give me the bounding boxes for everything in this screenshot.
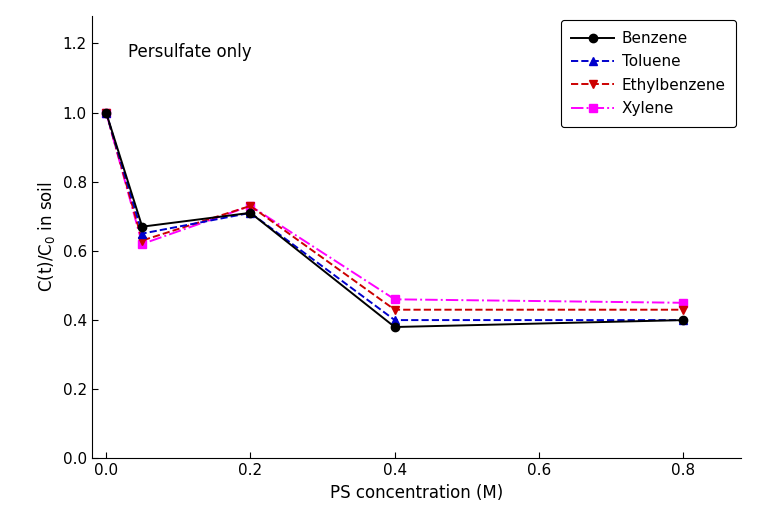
Y-axis label: C(t)/C$_0$ in soil: C(t)/C$_0$ in soil [36,182,57,292]
Benzene [390,324,400,330]
Xylene [390,296,400,303]
Toluene [246,210,255,216]
Benzene [678,317,688,323]
Toluene [390,317,400,323]
Ethylbenzene [678,306,688,313]
Ethylbenzene [390,306,400,313]
Benzene [102,109,111,116]
Line: Ethylbenzene: Ethylbenzene [102,108,688,314]
Xylene [138,241,147,247]
Line: Xylene: Xylene [102,108,688,307]
Xylene [102,109,111,116]
Toluene [102,109,111,116]
Ethylbenzene [246,203,255,209]
Xylene [678,300,688,306]
Line: Benzene: Benzene [102,108,688,331]
Benzene [246,210,255,216]
Legend: Benzene, Toluene, Ethylbenzene, Xylene: Benzene, Toluene, Ethylbenzene, Xylene [561,20,736,127]
Toluene [678,317,688,323]
Line: Toluene: Toluene [102,108,688,324]
Ethylbenzene [102,109,111,116]
X-axis label: PS concentration (M): PS concentration (M) [330,484,503,502]
Benzene [138,224,147,230]
Text: Persulfate only: Persulfate only [128,43,251,61]
Ethylbenzene [138,238,147,244]
Toluene [138,230,147,237]
Xylene [246,203,255,209]
